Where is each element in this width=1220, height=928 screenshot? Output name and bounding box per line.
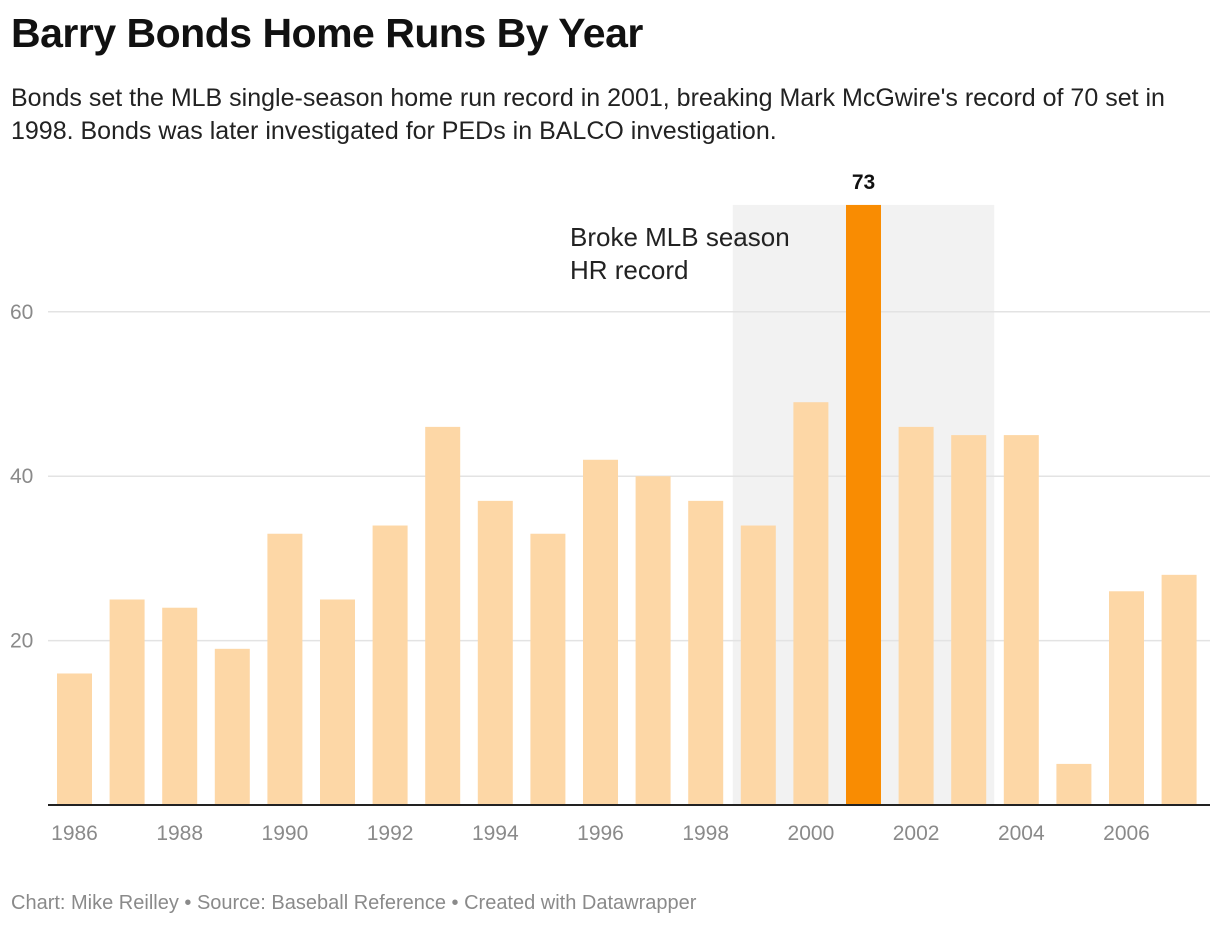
annotation-line-2: HR record <box>570 255 688 285</box>
bar-1988 <box>162 607 198 805</box>
bar-2001 <box>846 204 881 805</box>
x-tick-label: 1996 <box>577 822 624 845</box>
x-tick-label: 1988 <box>156 822 203 845</box>
x-tick-label: 1992 <box>367 822 414 845</box>
bar-1990 <box>267 533 303 805</box>
x-tick-label: 2002 <box>893 822 940 845</box>
x-tick-label: 1986 <box>51 822 98 845</box>
x-tick-label: 2000 <box>788 822 835 845</box>
x-tick-label: 2004 <box>998 822 1045 845</box>
x-tick-label: 1990 <box>262 822 309 845</box>
bar-1993 <box>425 426 461 805</box>
x-tick-label: 2006 <box>1103 822 1150 845</box>
chart-footer: Chart: Mike Reilley • Source: Baseball R… <box>11 892 697 914</box>
bar-1998 <box>688 500 724 805</box>
bars <box>57 204 1197 805</box>
bar-2002 <box>898 426 934 805</box>
chart-title: Barry Bonds Home Runs By Year <box>11 10 643 56</box>
x-tick-label: 1994 <box>472 822 519 845</box>
labels: Broke MLB season HR record 73 <box>570 171 875 285</box>
data-label-2001: 73 <box>852 171 875 194</box>
x-tick-label: 1998 <box>682 822 729 845</box>
bar-1987 <box>109 599 145 805</box>
bar-1986 <box>57 673 92 805</box>
bar-1994 <box>477 500 513 805</box>
bar-2005 <box>1056 763 1092 805</box>
bar-1991 <box>320 599 355 805</box>
bar-2003 <box>951 435 987 805</box>
bar-1989 <box>214 648 250 805</box>
annotation-line-1: Broke MLB season <box>570 222 790 252</box>
bar-chart: 20 40 60 1986 1988 1990 1992 1994 1996 1998 2000 2… <box>10 171 1210 845</box>
bar-2004 <box>1003 435 1039 805</box>
bar-1995 <box>530 533 566 805</box>
bar-1997 <box>635 476 671 805</box>
bar-2007 <box>1161 574 1197 805</box>
x-axis: 1986 1988 1990 1992 1994 1996 1998 2000 2002 2004… <box>48 804 1210 845</box>
y-tick-label: 20 <box>10 630 33 653</box>
chart-subtitle: Bonds set the MLB single-season home run… <box>11 84 1165 145</box>
bar-1992 <box>372 525 408 805</box>
bar-1996 <box>583 459 618 805</box>
bar-2006 <box>1109 591 1144 805</box>
y-tick-label: 60 <box>10 301 33 324</box>
y-tick-label: 40 <box>10 465 33 488</box>
bar-1999 <box>740 525 776 805</box>
bar-2000 <box>793 402 829 805</box>
